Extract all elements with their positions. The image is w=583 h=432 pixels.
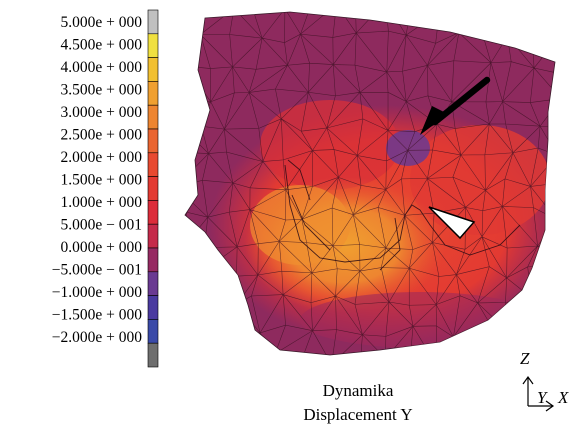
legend-cell — [147, 128, 159, 154]
legend-label: 0.000e + 000 — [61, 239, 143, 256]
axis-label-z: Z — [520, 349, 530, 368]
legend-cell — [147, 247, 159, 273]
axis-label-x: X — [557, 388, 569, 407]
legend-color-bar — [147, 9, 159, 368]
legend-label: 5.000e + 000 — [61, 14, 143, 31]
legend-label: −2.000e + 000 — [52, 329, 142, 346]
black-arrow — [420, 76, 491, 135]
legend-cell — [147, 319, 159, 344]
caption-line-1: Dynamika — [323, 381, 394, 400]
legend-cell — [147, 223, 159, 249]
legend-label: 5.000e − 001 — [61, 217, 143, 234]
legend-label: −1.000e + 000 — [52, 284, 142, 301]
legend-cell — [147, 152, 159, 177]
legend-cell — [147, 81, 159, 106]
ridge-lines — [284, 159, 521, 271]
axis-label-y: Y — [537, 388, 548, 407]
legend-cell — [147, 9, 159, 35]
legend-label: 2.000e + 000 — [61, 149, 143, 166]
hot-core-2 — [250, 185, 350, 265]
displacement-mesh — [184, 11, 556, 356]
color-legend: 5.000e + 000 4.500e + 000 4.000e + 000 3.50… — [52, 9, 159, 368]
legend-cell — [147, 33, 159, 58]
legend-label: −5.000e − 001 — [52, 262, 142, 279]
legend-cell — [147, 176, 159, 201]
blue-spot — [386, 130, 430, 166]
legend-cell — [147, 295, 159, 320]
legend-cell — [147, 200, 159, 225]
white-arrowhead — [428, 206, 476, 240]
legend-label: 2.500e + 000 — [61, 127, 143, 144]
legend-label: 1.500e + 000 — [61, 172, 143, 189]
legend-label: −1.500e + 000 — [52, 307, 142, 324]
legend-cell — [147, 271, 159, 296]
legend-label: 1.000e + 000 — [61, 194, 143, 211]
legend-label: 4.500e + 000 — [61, 37, 143, 54]
legend-cell — [147, 342, 159, 368]
legend-label: 3.000e + 000 — [61, 104, 143, 121]
legend-cell — [147, 104, 159, 130]
axis-triad: Z Y X — [520, 349, 569, 412]
legend-cell — [147, 57, 159, 82]
legend-label: 4.000e + 000 — [61, 59, 143, 76]
red-zone-top — [260, 100, 400, 190]
legend-labels: 5.000e + 000 4.500e + 000 4.000e + 000 3.50… — [52, 14, 142, 346]
legend-label: 3.500e + 000 — [61, 82, 143, 99]
caption-line-2: Displacement Y — [303, 405, 412, 424]
